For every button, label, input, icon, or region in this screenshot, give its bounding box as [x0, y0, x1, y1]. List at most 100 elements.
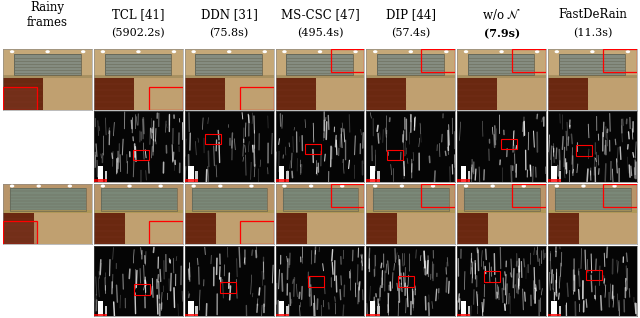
- Circle shape: [191, 184, 196, 188]
- Circle shape: [464, 50, 468, 53]
- Bar: [35, 211, 92, 244]
- Bar: [225, 76, 274, 110]
- Text: (495.4s): (495.4s): [297, 28, 343, 39]
- Circle shape: [100, 184, 105, 188]
- Text: DDN [31]: DDN [31]: [201, 8, 258, 21]
- Bar: [468, 306, 470, 316]
- Circle shape: [262, 50, 267, 53]
- Bar: [586, 270, 602, 280]
- Bar: [185, 75, 274, 78]
- Circle shape: [581, 184, 586, 188]
- Bar: [185, 210, 274, 213]
- Bar: [3, 210, 92, 213]
- Bar: [105, 171, 108, 182]
- Circle shape: [309, 184, 314, 188]
- Bar: [377, 53, 444, 75]
- Bar: [457, 179, 470, 182]
- Circle shape: [227, 50, 232, 53]
- Bar: [185, 76, 225, 110]
- Bar: [398, 276, 414, 287]
- Text: (5902.2s): (5902.2s): [111, 28, 165, 39]
- Bar: [286, 53, 353, 75]
- Bar: [484, 272, 500, 282]
- Text: w/o $\mathcal{N}$: w/o $\mathcal{N}$: [482, 7, 521, 22]
- Bar: [276, 211, 307, 244]
- Bar: [195, 306, 198, 316]
- Bar: [331, 184, 364, 207]
- Circle shape: [626, 50, 630, 53]
- Circle shape: [127, 184, 132, 188]
- Bar: [548, 314, 561, 316]
- Bar: [555, 188, 630, 211]
- Bar: [276, 179, 289, 182]
- Bar: [101, 188, 177, 211]
- Bar: [461, 166, 466, 182]
- Text: (7.9s): (7.9s): [483, 28, 520, 39]
- Bar: [185, 314, 198, 316]
- Bar: [316, 76, 364, 110]
- Bar: [406, 76, 455, 110]
- Bar: [377, 171, 380, 182]
- Circle shape: [81, 50, 85, 53]
- Circle shape: [318, 50, 322, 53]
- Bar: [94, 210, 183, 213]
- Circle shape: [373, 184, 378, 188]
- Bar: [195, 53, 262, 75]
- Circle shape: [10, 184, 14, 188]
- Bar: [134, 76, 183, 110]
- Bar: [286, 306, 289, 316]
- Bar: [149, 221, 183, 244]
- Circle shape: [282, 184, 287, 188]
- Bar: [422, 49, 455, 72]
- Bar: [366, 179, 380, 182]
- Text: FastDeRain: FastDeRain: [558, 8, 627, 21]
- Bar: [240, 87, 274, 110]
- Text: (11.3s): (11.3s): [573, 28, 612, 39]
- Bar: [97, 301, 103, 316]
- Bar: [3, 221, 37, 244]
- Bar: [500, 139, 516, 149]
- Bar: [512, 49, 546, 72]
- Circle shape: [535, 50, 540, 53]
- Bar: [366, 210, 455, 213]
- Bar: [366, 49, 455, 76]
- Bar: [94, 76, 134, 110]
- Bar: [331, 49, 364, 72]
- Circle shape: [373, 50, 378, 53]
- Circle shape: [612, 184, 617, 188]
- Bar: [461, 301, 466, 316]
- Bar: [276, 210, 364, 213]
- Bar: [286, 53, 353, 75]
- Bar: [134, 284, 150, 295]
- Bar: [192, 188, 268, 211]
- Bar: [555, 188, 630, 211]
- Circle shape: [68, 184, 72, 188]
- Bar: [308, 276, 324, 287]
- Bar: [468, 53, 534, 75]
- Bar: [94, 314, 108, 316]
- Bar: [588, 76, 637, 110]
- Bar: [457, 211, 488, 244]
- Bar: [468, 171, 470, 182]
- Circle shape: [399, 184, 404, 188]
- Text: TCL [41]: TCL [41]: [112, 8, 164, 21]
- Bar: [105, 53, 172, 75]
- Bar: [149, 87, 183, 110]
- Circle shape: [522, 184, 526, 188]
- Circle shape: [172, 50, 176, 53]
- Text: MS-CSC [47]: MS-CSC [47]: [280, 8, 360, 21]
- Text: Rainy
frames: Rainy frames: [27, 1, 68, 29]
- Bar: [43, 76, 92, 110]
- Bar: [370, 166, 375, 182]
- Bar: [14, 53, 81, 75]
- Bar: [220, 282, 236, 293]
- Bar: [3, 49, 92, 76]
- Circle shape: [36, 184, 41, 188]
- Bar: [468, 53, 534, 75]
- Bar: [94, 75, 183, 78]
- Bar: [3, 221, 37, 244]
- Bar: [216, 211, 274, 244]
- Bar: [512, 184, 546, 207]
- Circle shape: [408, 50, 413, 53]
- Bar: [101, 188, 177, 211]
